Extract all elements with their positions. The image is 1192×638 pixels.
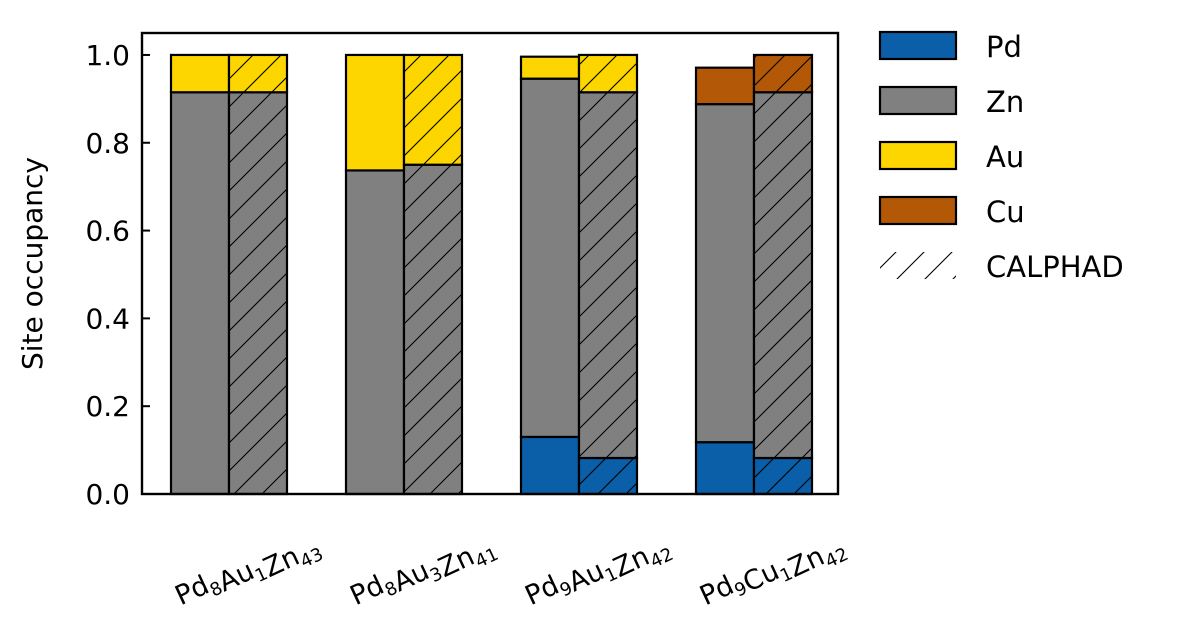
legend-label-calphad: CALPHAD (986, 250, 1124, 284)
legend-label-au: Au (986, 140, 1024, 174)
hatch-zn-2 (404, 164, 462, 494)
bar-au-measured-1 (169, 53, 231, 94)
hatch-pd-4 (754, 457, 812, 494)
legend: Pd Zn Au Cu CALPHAD (878, 30, 1124, 284)
legend-label-cu: Cu (986, 195, 1025, 229)
legend-swatch-zn (878, 85, 958, 116)
hatch-au-2 (404, 54, 462, 165)
bars-layer (169, 53, 814, 496)
hatch-zn-4 (754, 92, 812, 458)
bar-zn-measured-3 (519, 77, 581, 439)
bar-zn-measured-2 (344, 169, 406, 496)
bar-zn-measured-1 (169, 91, 231, 496)
x-tick-label-3: Pd9Au1Zn42 (521, 520, 677, 626)
plot-frame (140, 31, 840, 496)
legend-label-pd: Pd (986, 30, 1022, 64)
y-axis-label: Site occupancy (16, 157, 49, 370)
hatch-pd-3 (579, 457, 637, 494)
bar-pd-measured-3 (519, 435, 581, 496)
axes-layer: Pd8Au1Zn43Pd8Au3Zn41Pd9Au1Zn42Pd9Cu1Zn42… (16, 31, 852, 626)
bar-au-measured-2 (344, 53, 406, 172)
bar-cu-measured-4 (694, 66, 756, 106)
y-tick-label-4: 0.8 (85, 127, 130, 160)
y-tick-label-0: 0.0 (85, 478, 130, 511)
hatch-au-3 (579, 54, 637, 93)
hatch-zn-1 (229, 92, 287, 495)
y-tick-label-3: 0.6 (85, 215, 130, 248)
bar-zn-measured-4 (694, 103, 756, 444)
y-tick-label-5: 1.0 (85, 39, 130, 72)
y-tick-label-2: 0.4 (85, 302, 130, 335)
hatch-au-1 (229, 54, 287, 93)
legend-swatch-pd (878, 30, 958, 61)
legend-swatch-au (878, 140, 958, 171)
legend-swatch-calphad (880, 252, 956, 279)
x-tick-label-4: Pd9Cu1Zn42 (695, 520, 852, 626)
y-tick-label-1: 0.2 (85, 390, 130, 423)
bar-au-measured-3 (519, 55, 581, 80)
legend-swatch-cu (878, 195, 958, 226)
hatch-zn-3 (579, 92, 637, 458)
legend-label-zn: Zn (986, 85, 1024, 119)
x-tick-label-2: Pd8Au3Zn41 (346, 520, 502, 626)
bar-pd-measured-4 (694, 441, 756, 496)
x-tick-label-1: Pd8Au1Zn43 (171, 520, 327, 626)
hatch-cu-4 (754, 54, 812, 93)
